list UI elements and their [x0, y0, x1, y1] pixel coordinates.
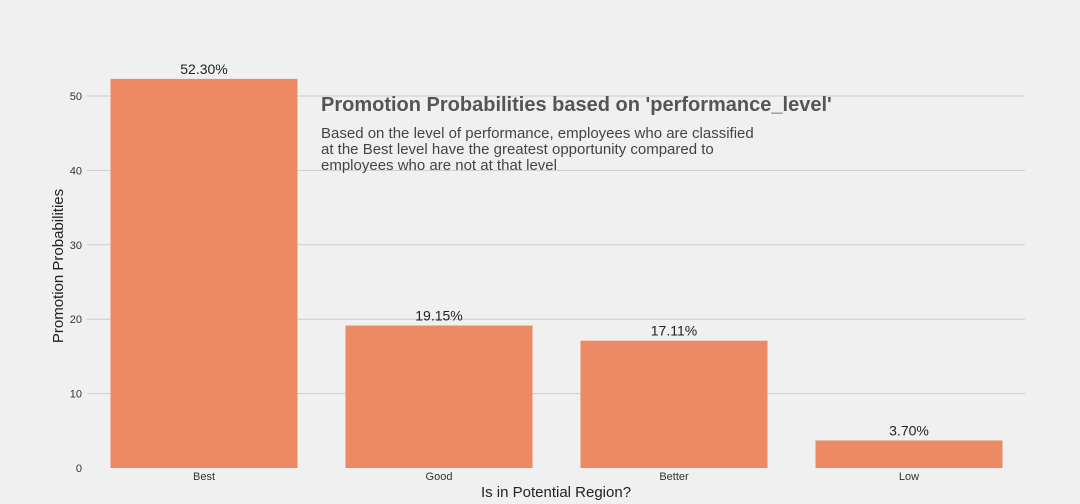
x-axis-label: Is in Potential Region?: [481, 484, 631, 501]
bar-good: [345, 325, 533, 468]
data-label: 17.11%: [651, 323, 697, 339]
y-tick-label: 30: [70, 240, 82, 252]
x-tick-label: Best: [193, 471, 215, 483]
x-axis-ticks: Best Good Better Low: [193, 471, 919, 483]
y-tick-label: 50: [70, 91, 82, 103]
y-tick-label: 40: [70, 165, 82, 177]
bar-better: [580, 340, 768, 468]
bar-low: [815, 440, 1003, 468]
y-tick-label: 20: [70, 314, 82, 326]
data-label: 3.70%: [889, 422, 929, 438]
y-tick-label: 0: [76, 463, 82, 475]
x-tick-label: Good: [426, 471, 453, 483]
bar-best: [110, 78, 298, 468]
annotation-line-2: at the Best level have the greatest oppo…: [321, 141, 714, 158]
data-label: 19.15%: [415, 308, 462, 324]
data-label: 52.30%: [180, 61, 227, 77]
annotation-line-1: Based on the level of performance, emplo…: [321, 125, 754, 142]
x-tick-label: Low: [899, 471, 919, 483]
y-axis-ticks: 0 10 20 30 40 50: [70, 91, 82, 475]
annotation-title: Promotion Probabilities based on 'perfor…: [321, 94, 832, 116]
x-tick-label: Better: [659, 471, 689, 483]
annotation-line-3: employees who are not at that level: [321, 157, 557, 174]
data-labels: 52.30% 19.15% 17.11% 3.70%: [180, 61, 929, 439]
y-axis-label: Promotion Probabilities: [50, 189, 67, 343]
bars: [110, 78, 1003, 468]
y-tick-label: 10: [70, 389, 82, 401]
